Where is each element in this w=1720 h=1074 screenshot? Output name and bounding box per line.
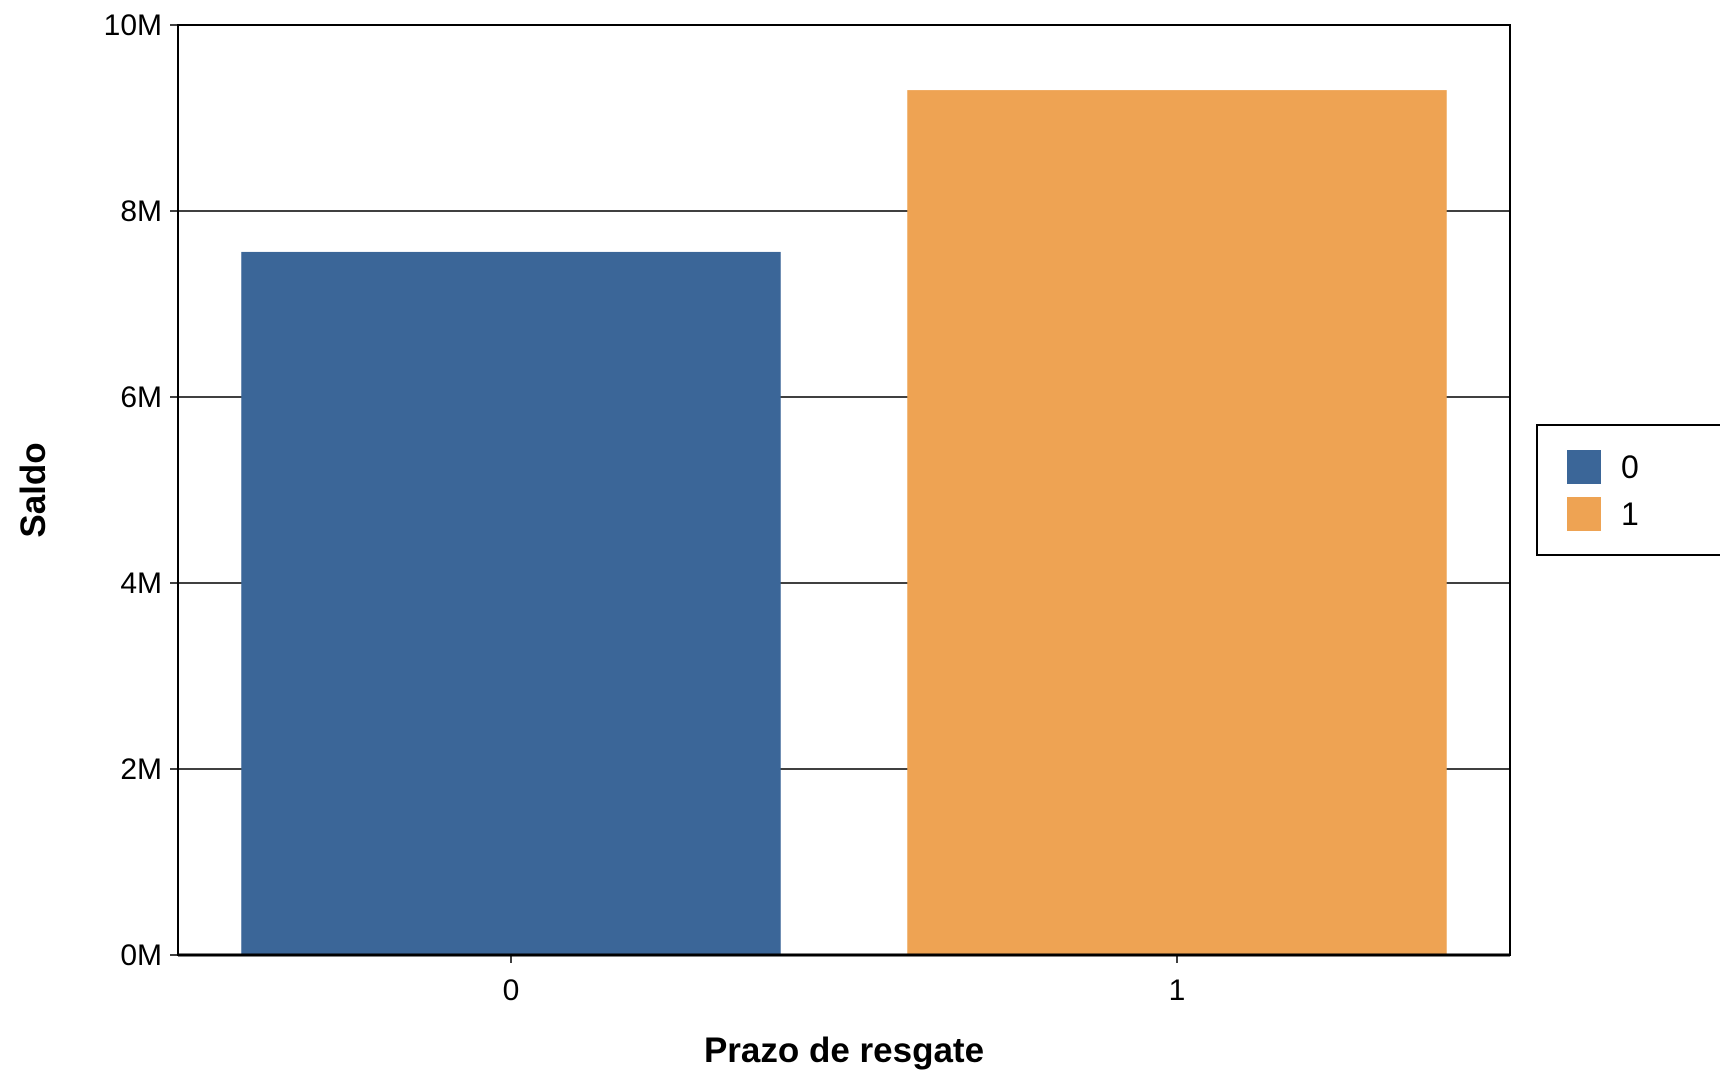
legend-label-1: 1 [1621, 496, 1639, 532]
bar-0 [241, 251, 781, 956]
y-axis-ticks: 0M 2M 4M 6M 8M 10M [104, 9, 178, 972]
y-tick-label: 0M [120, 939, 162, 972]
legend-box [1536, 424, 1720, 556]
x-axis-title: Prazo de resgate [704, 1031, 984, 1070]
legend-swatch-0 [1567, 450, 1601, 484]
y-tick-label: 6M [120, 381, 162, 414]
legend-swatch-1 [1567, 497, 1601, 531]
y-tick-label: 8M [120, 195, 162, 228]
legend-label-0: 0 [1621, 449, 1639, 485]
x-tick-label: 1 [1169, 974, 1186, 1007]
y-tick-label: 4M [120, 567, 162, 600]
y-tick-label: 2M [120, 753, 162, 786]
legend-items: 01 [1567, 449, 1639, 532]
legend: 01 [1536, 424, 1720, 556]
bars [241, 90, 1447, 956]
x-tick-label: 0 [503, 974, 520, 1007]
bar-1 [907, 90, 1447, 956]
y-axis-title: Saldo [14, 442, 53, 537]
y-tick-label: 10M [104, 9, 162, 42]
